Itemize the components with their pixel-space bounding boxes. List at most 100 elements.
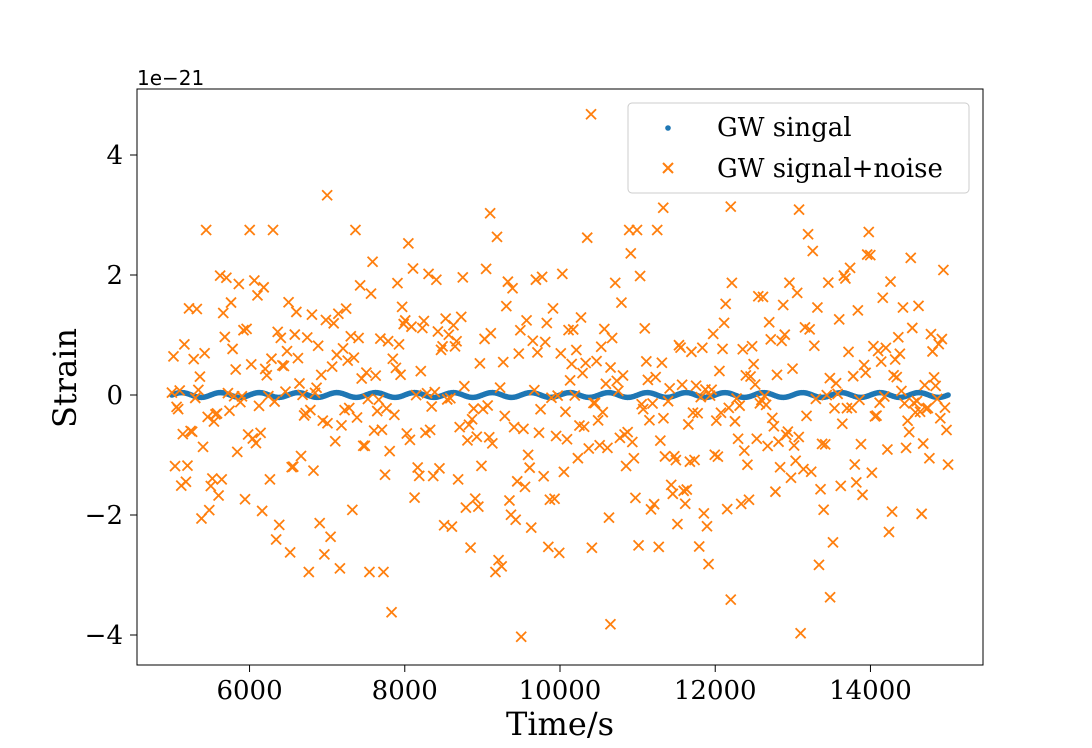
noisy-point [832, 388, 844, 400]
noisy-point [515, 631, 527, 643]
noisy-point [637, 403, 649, 415]
noisy-point [929, 380, 942, 392]
noisy-point [191, 303, 203, 315]
legend-box [627, 102, 970, 194]
noisy-point [555, 347, 567, 359]
x-tick-label: 6000 [216, 676, 282, 706]
noisy-point [502, 276, 514, 288]
noisy-point [651, 224, 663, 236]
noisy-point [520, 314, 533, 326]
noisy-point [216, 473, 228, 485]
noisy-point [550, 430, 562, 442]
noisy-point [254, 427, 267, 439]
noisy-point [844, 262, 856, 274]
noisy-point [886, 506, 898, 518]
noisy-point [398, 318, 410, 330]
noisy-point [225, 296, 237, 309]
noisy-point [256, 505, 268, 517]
noisy-point [648, 498, 660, 510]
noisy-point [303, 566, 315, 578]
noisy-point [905, 252, 917, 264]
noisy-point [251, 289, 264, 302]
noisy-point [433, 462, 446, 474]
noisy-point [340, 303, 352, 315]
noisy-point [662, 395, 674, 407]
noisy-point [290, 306, 302, 318]
noisy-point [707, 328, 719, 340]
noisy-point [819, 438, 831, 450]
noisy-point [807, 245, 819, 257]
noisy-point [634, 270, 646, 282]
noisy-point [744, 370, 757, 383]
y-tick-label: 2 [106, 261, 123, 291]
noisy-point [612, 385, 624, 397]
noisy-point [460, 501, 472, 514]
noisy-point [198, 347, 211, 359]
x-tick-label: 14000 [829, 676, 912, 706]
noisy-point [217, 307, 229, 319]
noisy-point [413, 470, 425, 482]
noisy-point [324, 531, 337, 543]
noisy-point [878, 390, 890, 403]
noisy-point [492, 554, 505, 566]
noisy-point [777, 299, 789, 311]
noisy-point [716, 343, 729, 355]
noisy-point [192, 384, 205, 396]
noisy-point [598, 323, 610, 335]
noisy-point [842, 346, 855, 358]
noisy-point [782, 425, 794, 438]
x-tick-label: 12000 [674, 676, 757, 706]
noisy-point [454, 421, 466, 433]
noisy-point [525, 521, 537, 534]
noisy-point [296, 389, 309, 401]
noisy-point [928, 371, 940, 383]
noisy-point [769, 486, 782, 498]
noisy-point [524, 462, 536, 474]
noisy-point [906, 322, 918, 334]
noisy-point [202, 411, 214, 423]
noisy-point [337, 342, 349, 354]
noisy-point [180, 476, 192, 488]
noisy-point [223, 405, 236, 417]
noisy-point [295, 450, 307, 462]
noisy-point [405, 321, 418, 333]
noisy-point [687, 406, 699, 419]
noisy-point [830, 377, 842, 389]
noisy-point [567, 323, 579, 336]
noisy-point [720, 298, 732, 310]
noisy-point [653, 541, 665, 553]
noisy-point [426, 400, 438, 413]
noisy-point [626, 436, 638, 448]
noisy-point [808, 340, 820, 352]
noisy-point [642, 374, 654, 386]
noisy-point [483, 431, 495, 443]
noisy-point [528, 384, 540, 396]
noisy-point [693, 540, 705, 553]
noisy-point [891, 371, 903, 383]
noisy-point [371, 405, 383, 417]
noisy-point [318, 548, 330, 561]
noisy-point [236, 390, 248, 402]
noisy-point [436, 340, 449, 352]
noisy-point [657, 202, 669, 214]
noisy-point [883, 526, 895, 538]
noisy-point [581, 232, 593, 244]
noisy-point [580, 357, 592, 369]
noisy-point [576, 367, 589, 379]
noisy-point [746, 340, 758, 352]
noisy-point [690, 380, 702, 392]
noisy-point [892, 331, 904, 343]
noisy-point [606, 332, 618, 344]
noisy-point [380, 402, 393, 415]
noisy-point [418, 315, 430, 327]
noisy-point [715, 407, 727, 419]
noisy-point [578, 421, 590, 433]
noisy-point [762, 440, 774, 452]
noisy-point [827, 536, 839, 548]
noisy-point [908, 397, 920, 409]
noisy-point [855, 438, 867, 450]
noisy-point [646, 397, 659, 410]
noisy-point [556, 268, 568, 280]
noisy-point [712, 450, 724, 463]
noisy-point [564, 374, 576, 387]
